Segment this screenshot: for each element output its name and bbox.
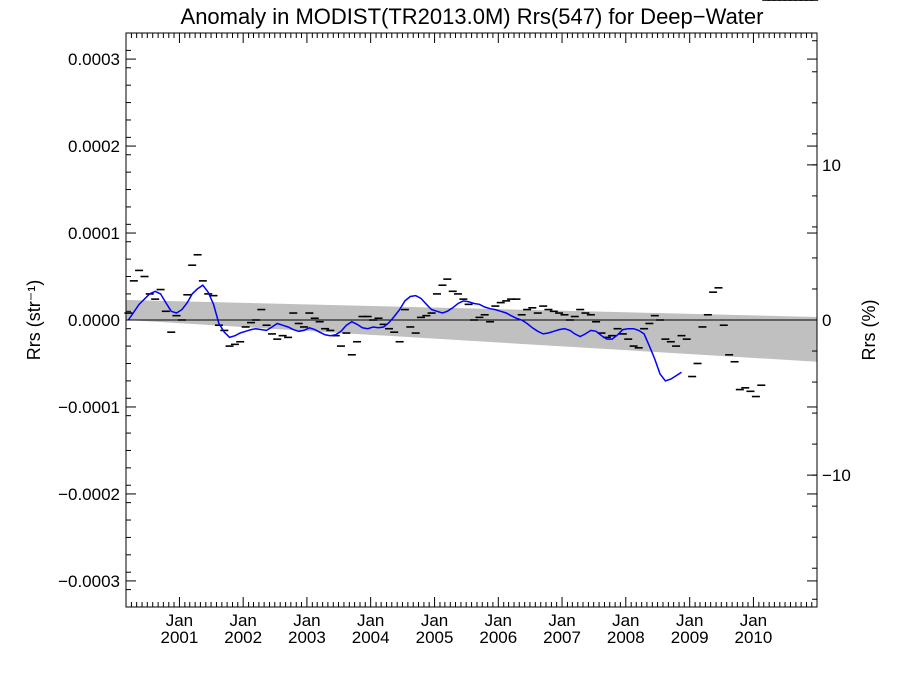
x-tick-year: 2001 [161,628,199,647]
x-tick-month: Jan [166,611,193,630]
y-tick-label: −0.0001 [58,398,120,417]
x-tick-year: 2009 [671,628,709,647]
x-tick-year: 2002 [224,628,262,647]
x-tick-month: Jan [357,611,384,630]
x-tick-month: Jan [421,611,448,630]
y-axis-right: 10 0 −10 [807,40,851,600]
x-axis: Jan2001Jan2002Jan2003Jan2004Jan2005Jan20… [125,33,813,647]
x-tick-year: 2004 [352,628,390,647]
y2-tick-label: −10 [822,466,851,485]
x-tick-year: 2008 [607,628,645,647]
x-tick-month: Jan [612,611,639,630]
x-tick-year: 2003 [288,628,326,647]
smoothed-line-layer [127,284,682,382]
y2-axis-label: Rrs (%) [859,300,879,361]
x-tick-year: 2005 [416,628,454,647]
y-axis-label: Rrs (str⁻¹) [24,280,44,360]
x-tick-month: Jan [548,611,575,630]
x-tick-month: Jan [293,611,320,630]
chart-title: Anomaly in MODIST(TR2013.0M) Rrs(547) fo… [181,4,764,29]
x-tick-year: 2007 [543,628,581,647]
y2-tick-label: 10 [822,156,841,175]
x-tick-month: Jan [740,611,767,630]
trend-confidence-band [126,299,817,362]
y-tick-label: 0.0000 [68,311,120,330]
y-tick-label: −0.0003 [58,572,120,591]
y-tick-label: 0.0002 [68,137,120,156]
x-tick-year: 2006 [479,628,517,647]
trend-band-layer [126,299,817,362]
y-tick-label: 0.0003 [68,50,120,69]
monthly-anomaly-layer [124,0,819,398]
x-tick-year: 2010 [735,628,773,647]
y-axis-left: 0.0003 0.0002 0.0001 0.0000 −0.0001 −0.0002 −0… [58,32,817,608]
y2-tick-label: 0 [822,311,831,330]
y-tick-label: 0.0001 [68,224,120,243]
x-tick-month: Jan [485,611,512,630]
x-tick-month: Jan [229,611,256,630]
y-tick-label: −0.0002 [58,485,120,504]
x-tick-month: Jan [676,611,703,630]
smoothed-anomaly-line [127,284,682,382]
